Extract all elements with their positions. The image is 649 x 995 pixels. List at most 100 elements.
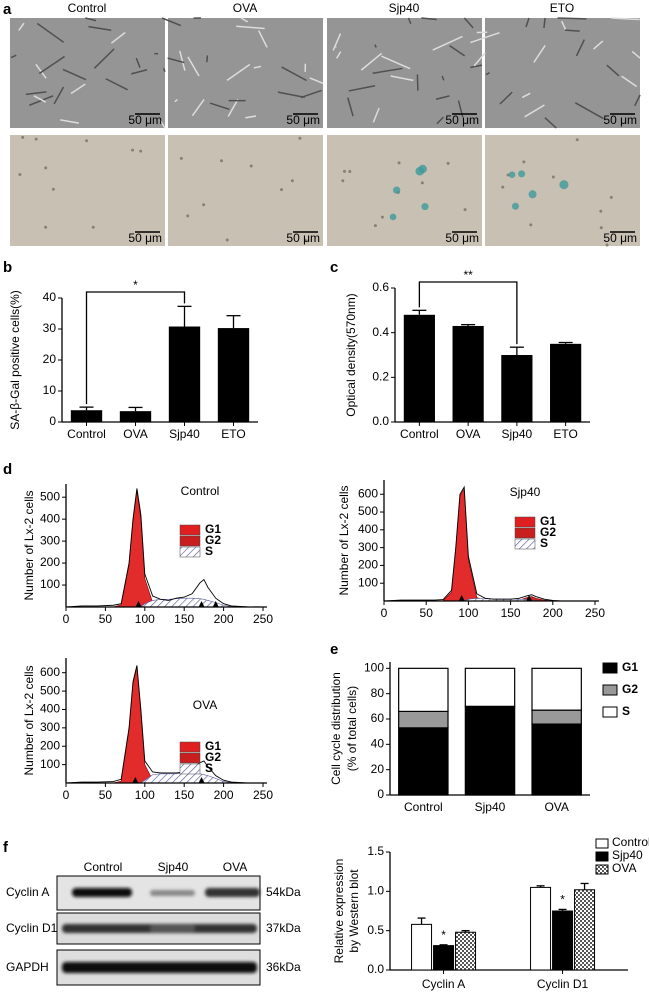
blue-stain bbox=[389, 213, 397, 221]
x-tick-label: Control bbox=[67, 427, 106, 441]
legend-label: S bbox=[622, 704, 630, 718]
speck bbox=[609, 195, 613, 199]
legend-label: S bbox=[205, 761, 213, 775]
speck bbox=[342, 169, 346, 173]
protein-label: Cyclin A bbox=[6, 885, 49, 899]
cell bbox=[300, 89, 322, 99]
cell bbox=[257, 30, 268, 48]
cell bbox=[36, 22, 65, 43]
y-tick-label: 1.5 bbox=[367, 844, 384, 858]
micrograph-bg bbox=[10, 18, 165, 128]
x-tick-label: 200 bbox=[214, 612, 234, 626]
x-tick-label: Cyclin D1 bbox=[537, 977, 589, 991]
y-axis-label: (% of total cells) bbox=[345, 686, 359, 771]
cell bbox=[93, 48, 115, 69]
micrograph-bg bbox=[327, 18, 482, 128]
micrograph bbox=[168, 135, 323, 246]
cell bbox=[407, 17, 412, 25]
histogram-envelope bbox=[65, 665, 263, 784]
column-title: ETO bbox=[550, 1, 574, 15]
y-tick-label: 600 bbox=[358, 486, 378, 500]
cell bbox=[360, 52, 383, 71]
legend-swatch bbox=[179, 546, 201, 558]
x-tick-label: 150 bbox=[501, 606, 521, 620]
bar bbox=[501, 355, 533, 422]
y-tick-label: 200 bbox=[40, 738, 60, 752]
cell bbox=[70, 83, 86, 95]
y-tick-label: 500 bbox=[358, 504, 378, 518]
panel-label: b bbox=[3, 259, 12, 276]
chart-title: OVA bbox=[193, 698, 217, 712]
legend-label: G1 bbox=[622, 660, 638, 674]
x-tick-label: 100 bbox=[458, 606, 478, 620]
speck bbox=[575, 138, 579, 142]
gate-marker bbox=[212, 601, 219, 607]
speck bbox=[298, 136, 302, 140]
cell bbox=[33, 95, 47, 103]
legend-label: G2 bbox=[205, 533, 221, 547]
micrograph-bg bbox=[485, 135, 640, 246]
legend-label: S bbox=[540, 536, 548, 550]
speck bbox=[348, 170, 352, 174]
blue-stain bbox=[421, 202, 429, 211]
legend-swatch bbox=[179, 524, 201, 536]
speck bbox=[420, 181, 424, 185]
cell bbox=[227, 98, 239, 117]
legend-swatch bbox=[514, 538, 536, 550]
cell bbox=[179, 50, 186, 71]
speck bbox=[397, 161, 401, 165]
gate-marker bbox=[526, 595, 533, 601]
bar bbox=[411, 923, 433, 971]
cell bbox=[206, 55, 209, 63]
histogram-envelope bbox=[65, 488, 264, 608]
cell bbox=[162, 67, 166, 72]
blot-bands bbox=[62, 888, 260, 973]
x-tick-label: OVA bbox=[544, 800, 568, 814]
y-tick-label: 60 bbox=[371, 711, 385, 725]
column-title: Control bbox=[68, 1, 107, 15]
y-tick-label: 0.4 bbox=[372, 325, 389, 339]
y-tick-label: 0.0 bbox=[367, 962, 384, 976]
y-tick-label: 100 bbox=[40, 577, 60, 591]
cell bbox=[161, 17, 182, 27]
speck bbox=[605, 243, 609, 247]
speck bbox=[446, 161, 450, 165]
x-tick-label: 100 bbox=[135, 788, 155, 802]
legend-label: G2 bbox=[205, 750, 221, 764]
y-tick-label: 100 bbox=[364, 661, 384, 675]
speck bbox=[290, 179, 294, 183]
y-axis-label: SA-β-Gal positive cells(%) bbox=[8, 290, 22, 430]
cell bbox=[634, 94, 641, 107]
protein-label: Cyclin D1 bbox=[6, 921, 58, 935]
cell bbox=[372, 107, 380, 123]
legend-swatch bbox=[179, 752, 201, 764]
y-tick-label: 0 bbox=[49, 414, 56, 428]
x-tick-label: 0 bbox=[381, 606, 388, 620]
gate-marker bbox=[198, 601, 205, 607]
y-axis-label: Relative expression bbox=[332, 859, 346, 964]
cell bbox=[18, 22, 25, 31]
y-tick-label: 10 bbox=[43, 383, 57, 397]
speck bbox=[599, 209, 603, 213]
cell bbox=[335, 51, 342, 59]
cell bbox=[253, 65, 262, 69]
blue-stain bbox=[508, 171, 516, 178]
x-tick-label: ETO bbox=[553, 427, 577, 441]
blue-stain bbox=[518, 170, 526, 178]
speck bbox=[21, 135, 25, 139]
speck bbox=[225, 238, 229, 242]
bar-segment bbox=[398, 727, 449, 796]
cell bbox=[159, 119, 166, 129]
chart-title: Sjp40 bbox=[510, 485, 541, 499]
y-tick-label: 500 bbox=[40, 489, 60, 503]
bar bbox=[403, 314, 435, 422]
cell bbox=[88, 25, 112, 31]
y-tick-label: 600 bbox=[40, 665, 60, 679]
bar-segment bbox=[531, 723, 582, 796]
cell bbox=[62, 68, 87, 81]
legend-swatch bbox=[179, 763, 201, 775]
cell bbox=[421, 17, 437, 21]
y-tick-label: 40 bbox=[371, 737, 385, 751]
y-tick-label: 200 bbox=[358, 558, 378, 572]
legend-label: Control bbox=[612, 835, 649, 849]
